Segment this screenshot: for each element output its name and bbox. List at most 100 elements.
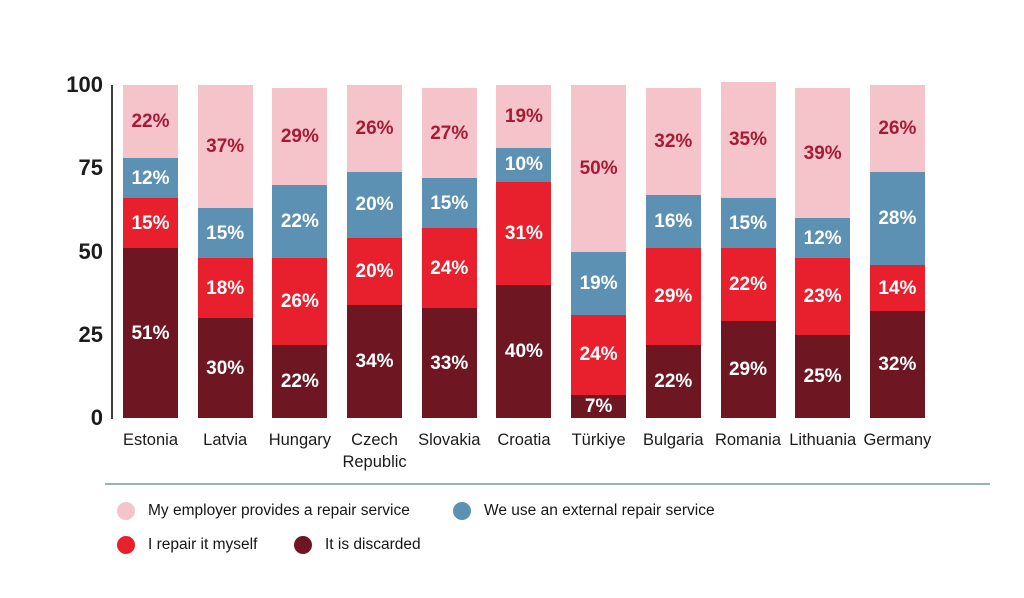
bar-stack: 40% 31% 10% 19%: [496, 85, 552, 418]
segment-value-label: 16%: [654, 211, 693, 233]
segment-i-repair-it-myself: 31%: [496, 181, 552, 285]
bar-stack: 34% 20% 20% 26%: [347, 85, 403, 418]
segment-we-use-an-external-repair-service: 12%: [795, 218, 851, 259]
bar-stack: 33% 24% 15% 27%: [421, 88, 477, 418]
segment-value-label: 26%: [878, 117, 917, 139]
segment-my-employer-provides-a-repair-service: 27%: [421, 88, 477, 179]
segment-it-is-discarded: 30%: [197, 318, 253, 418]
segment-my-employer-provides-a-repair-service: 37%: [197, 85, 253, 209]
x-label-romania: Romania: [714, 431, 782, 449]
segment-it-is-discarded: 34%: [347, 304, 403, 418]
segment-value-label: 40%: [504, 340, 543, 362]
x-label-slovakia: Slovakia: [418, 431, 481, 449]
bar-romania: 29% 22% 15% 35% Romania: [715, 81, 781, 449]
segment-we-use-an-external-repair-service: 15%: [197, 208, 253, 259]
segment-value-label: 20%: [355, 194, 394, 216]
segment-value-label: 50%: [579, 157, 618, 179]
segment-i-repair-it-myself: 15%: [123, 198, 178, 249]
legend-label: I repair it myself: [148, 536, 258, 553]
segment-it-is-discarded: 32%: [869, 311, 925, 418]
legend-item-my-employer-provides-a-repair-service: My employer provides a repair service: [117, 502, 453, 520]
segment-it-is-discarded: 51%: [123, 248, 178, 418]
segment-it-is-discarded: 7%: [571, 394, 627, 418]
segment-we-use-an-external-repair-service: 22%: [272, 184, 328, 259]
x-label-czech-republic: Czech Republic: [342, 431, 407, 472]
segment-value-label: 51%: [131, 322, 170, 344]
segment-value-label: 29%: [280, 126, 319, 148]
segment-value-label: 37%: [206, 136, 245, 158]
segment-value-label: 22%: [654, 370, 693, 392]
segment-value-label: 33%: [430, 352, 469, 374]
x-label-estonia: Estonia: [122, 431, 179, 449]
x-label-t-rkiye: Türkiye: [571, 431, 626, 449]
bar-lithuania: 25% 23% 12% 39% Lithuania: [789, 88, 856, 449]
bar-stack: 32% 14% 28% 26%: [869, 85, 925, 418]
segment-value-label: 7%: [584, 395, 613, 417]
y-tick-75: 75: [78, 155, 103, 181]
segment-we-use-an-external-repair-service: 10%: [496, 148, 552, 182]
segment-value-label: 12%: [131, 167, 170, 189]
segment-value-label: 25%: [803, 365, 842, 387]
legend-swatch-icon: [117, 502, 135, 520]
segment-we-use-an-external-repair-service: 28%: [869, 171, 925, 265]
segment-value-label: 15%: [206, 222, 245, 244]
segment-i-repair-it-myself: 20%: [347, 238, 403, 305]
segment-value-label: 19%: [579, 272, 618, 294]
segment-value-label: 35%: [728, 129, 768, 151]
segment-value-label: 28%: [878, 207, 917, 229]
segment-i-repair-it-myself: 22%: [720, 248, 776, 322]
y-axis-line: [111, 85, 113, 419]
segment-value-label: 15%: [728, 212, 768, 234]
segment-my-employer-provides-a-repair-service: 35%: [720, 81, 776, 199]
segment-value-label: 20%: [355, 260, 394, 282]
legend-row-1: My employer provides a repair service We …: [117, 502, 715, 520]
bar-hungary: 22% 26% 22% 29% Hungary: [269, 88, 331, 449]
legend-label: My employer provides a repair service: [148, 502, 410, 519]
segment-value-label: 26%: [355, 117, 394, 139]
segment-we-use-an-external-repair-service: 20%: [347, 171, 403, 239]
y-tick-50: 50: [78, 238, 103, 264]
x-label-bulgaria: Bulgaria: [643, 431, 704, 449]
segment-value-label: 14%: [878, 277, 917, 299]
segment-value-label: 18%: [206, 277, 245, 299]
segment-my-employer-provides-a-repair-service: 26%: [869, 85, 925, 172]
segment-value-label: 26%: [280, 290, 319, 312]
legend-label: We use an external repair service: [484, 502, 715, 519]
segment-value-label: 19%: [504, 106, 543, 128]
bar-stack: 29% 22% 15% 35%: [720, 81, 776, 418]
bar-czech-republic: 34% 20% 20% 26% Czech Republic: [342, 85, 407, 471]
segment-value-label: 15%: [430, 192, 469, 214]
x-label-latvia: Latvia: [203, 431, 248, 449]
bar-stack: 30% 18% 15% 37%: [197, 85, 253, 418]
segment-value-label: 22%: [280, 370, 319, 392]
segment-value-label: 24%: [430, 257, 469, 279]
segment-value-label: 27%: [430, 122, 469, 144]
segment-value-label: 22%: [728, 274, 768, 296]
segment-i-repair-it-myself: 26%: [272, 258, 328, 345]
legend-item-we-use-an-external-repair-service: We use an external repair service: [453, 502, 715, 520]
bar-estonia: 51% 15% 12% 22% Estonia: [123, 85, 178, 449]
legend-swatch-icon: [294, 536, 312, 554]
bar-latvia: 30% 18% 15% 37% Latvia: [197, 85, 253, 449]
segment-i-repair-it-myself: 14%: [869, 264, 925, 312]
y-tick-0: 0: [90, 405, 103, 430]
segment-value-label: 12%: [803, 227, 842, 249]
legend-label: It is discarded: [325, 536, 421, 553]
segment-we-use-an-external-repair-service: 19%: [571, 251, 627, 315]
segment-we-use-an-external-repair-service: 15%: [720, 198, 776, 249]
y-axis: 0 25 50 75 100: [40, 0, 103, 430]
segment-i-repair-it-myself: 23%: [795, 258, 851, 335]
segment-we-use-an-external-repair-service: 16%: [645, 194, 701, 249]
x-label-hungary: Hungary: [268, 431, 332, 449]
segment-value-label: 31%: [504, 222, 543, 244]
legend-swatch-icon: [453, 502, 471, 520]
y-tick-25: 25: [78, 321, 103, 347]
bars: 51% 15% 12% 22% Estonia 30% 18% 15% 37% Latvia 22%…: [123, 0, 931, 471]
bar-stack: 51% 15% 12% 22%: [123, 85, 178, 418]
segment-i-repair-it-myself: 24%: [421, 228, 477, 309]
segment-my-employer-provides-a-repair-service: 32%: [645, 88, 701, 195]
segment-my-employer-provides-a-repair-service: 26%: [347, 85, 403, 172]
segment-my-employer-provides-a-repair-service: 22%: [123, 85, 178, 159]
segment-we-use-an-external-repair-service: 15%: [421, 178, 477, 229]
segment-it-is-discarded: 22%: [645, 344, 701, 418]
